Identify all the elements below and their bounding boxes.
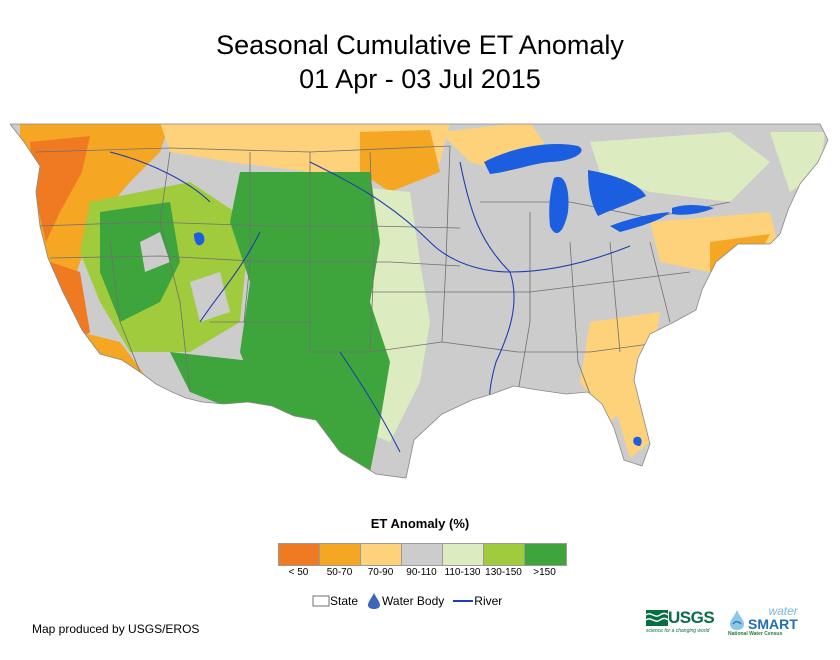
state-swatch-icon bbox=[312, 595, 330, 607]
legend-swatch bbox=[443, 544, 484, 565]
watersmart-subtitle: National Water Census bbox=[728, 631, 783, 637]
et-anomaly-map bbox=[10, 122, 830, 482]
rivers bbox=[109, 151, 631, 453]
key-river: River bbox=[452, 594, 502, 608]
state-boundaries bbox=[35, 145, 731, 395]
legend-class-label: 70-90 bbox=[367, 567, 394, 578]
key-water: Water Body bbox=[366, 592, 444, 610]
legend-class-label: >150 bbox=[533, 567, 556, 578]
legend-class-label: 90-110 bbox=[406, 567, 437, 578]
watersmart-logo: water SMART National Water Census bbox=[728, 604, 798, 637]
lake-okeechobee bbox=[633, 436, 642, 446]
legend-swatch bbox=[402, 544, 443, 565]
legend-swatch bbox=[320, 544, 361, 565]
legend-swatch bbox=[279, 544, 320, 565]
lake-huron bbox=[588, 170, 646, 216]
key-state: State bbox=[312, 594, 358, 608]
lake-michigan bbox=[549, 176, 569, 234]
lake-ontario bbox=[672, 205, 714, 215]
water-drop-logo-icon bbox=[730, 610, 744, 630]
usgs-text: USGS bbox=[668, 608, 715, 627]
key-state-label: State bbox=[330, 594, 359, 608]
usgs-tagline: science for a changing world bbox=[646, 628, 710, 634]
legend-swatch bbox=[361, 544, 402, 565]
legend-class-label: 110-130 bbox=[444, 567, 481, 578]
legend-class-label: 50-70 bbox=[326, 567, 353, 578]
water-bodies bbox=[194, 143, 714, 446]
legend-labels: < 50 50-70 70-90 90-110 110-130 130-150 >150 bbox=[278, 567, 566, 581]
lake-erie bbox=[610, 212, 670, 232]
lake-superior bbox=[484, 143, 582, 174]
map-key: State Water Body River bbox=[312, 592, 510, 610]
usgs-logo: USGS science for a changing world bbox=[646, 608, 715, 634]
great-salt-lake bbox=[194, 232, 205, 246]
map-date-range: 01 Apr - 03 Jul 2015 bbox=[299, 64, 541, 94]
key-river-label: River bbox=[474, 594, 503, 608]
legend-color-bar bbox=[278, 543, 567, 566]
water-drop-icon bbox=[368, 593, 381, 609]
smart-word: SMART bbox=[748, 616, 798, 632]
legend-class-label: 130-150 bbox=[485, 567, 522, 578]
map-credit: Map produced by USGS/EROS bbox=[32, 622, 200, 636]
legend-class-label: < 50 bbox=[288, 567, 309, 578]
legend-title: ET Anomaly (%) bbox=[370, 516, 470, 531]
usgs-wave-icon bbox=[646, 610, 668, 626]
key-water-label: Water Body bbox=[382, 594, 445, 608]
river-line-icon bbox=[453, 600, 474, 602]
et-raster bbox=[10, 124, 828, 478]
map-title: Seasonal Cumulative ET Anomaly bbox=[216, 30, 624, 60]
water-word: water bbox=[768, 604, 798, 618]
legend-swatch bbox=[525, 544, 566, 565]
legend-swatch bbox=[484, 544, 525, 565]
